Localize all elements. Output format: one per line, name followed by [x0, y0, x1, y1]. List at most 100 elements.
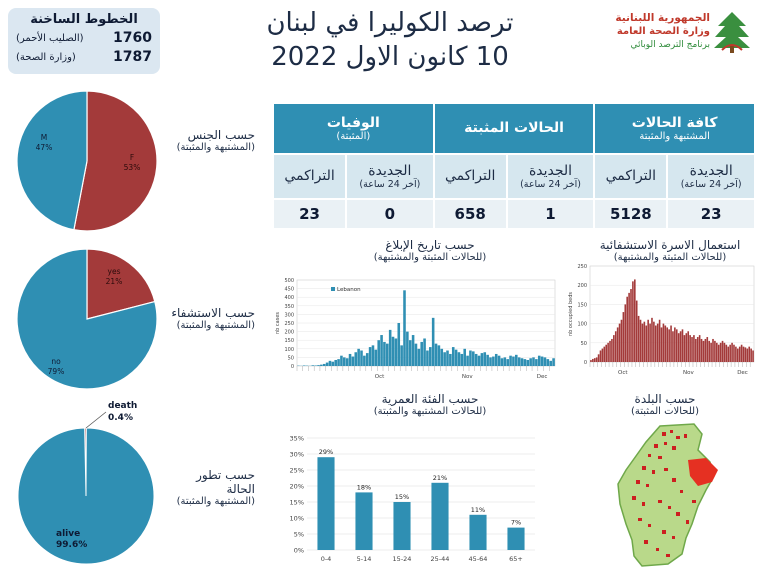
bar-age-25-44 — [431, 482, 449, 550]
pie-label-alive-pct: 99.6% — [56, 540, 87, 550]
epicurve-chart: 0 50 100 150 200 250 300 350 400 450 500 nb cases Oc… — [275, 278, 556, 380]
bar — [683, 335, 686, 362]
bar — [492, 356, 495, 366]
bar — [363, 355, 366, 366]
cumulative-label: التراكمي — [284, 168, 335, 185]
bar — [693, 335, 695, 362]
bar — [605, 344, 608, 362]
map-case-dots — [632, 430, 696, 557]
bar — [691, 337, 693, 362]
bar — [348, 353, 352, 366]
bar — [687, 331, 690, 362]
header-deaths: الوفيات (المثبتة) — [272, 102, 435, 155]
bar — [543, 357, 547, 366]
bar — [500, 358, 504, 366]
col-all-cum: التراكمي — [593, 152, 669, 200]
map-hotspot-bekaa-north — [688, 458, 718, 486]
logo-line-republic: الجمهورية اللبنانية — [615, 12, 710, 24]
bar — [371, 345, 375, 366]
legend-label: Lebanon — [337, 287, 361, 293]
col-death-new: الجديدة (آخر 24 ساعة) — [345, 152, 435, 200]
bar — [611, 338, 613, 362]
bar — [708, 340, 710, 362]
value-all-new: 23 — [666, 197, 756, 230]
y-tick-label: 450 — [284, 287, 294, 293]
pie-slice-no — [16, 248, 158, 390]
bar — [736, 348, 739, 362]
bar — [322, 363, 326, 366]
new-label: الجديدة — [368, 162, 412, 179]
y-tick-label: 250 — [284, 321, 294, 327]
map-title: حسب البلدة (للحالات المثبتة) — [600, 392, 730, 417]
value-confirmed-cumulative: 658 — [432, 197, 508, 230]
bar — [431, 317, 435, 366]
bar — [670, 325, 672, 362]
y-tick-label: 150 — [577, 302, 587, 308]
bar — [716, 342, 718, 362]
pie-sex-title: حسب الجنس — [187, 128, 255, 142]
y-tick-label: 150 — [284, 338, 294, 344]
y-tick-label: 100 — [284, 347, 294, 353]
bar — [380, 335, 383, 366]
bar-age-5-14 — [355, 492, 373, 550]
bar — [729, 344, 731, 362]
bar — [331, 361, 335, 366]
pie-label-alive: alive — [56, 529, 80, 539]
bar — [647, 319, 649, 362]
bar — [595, 357, 598, 362]
bar — [645, 325, 648, 362]
x-month-label: Oct — [375, 374, 385, 380]
y-tick-label: 35% — [290, 435, 304, 443]
pie-slice-alive — [17, 427, 155, 565]
value-deaths-cumulative: 23 — [271, 197, 348, 230]
stats-table: كافة الحالات المشتبهة والمثبتة الحالات ا… — [271, 102, 756, 230]
value-all-cumulative: 5128 — [593, 197, 669, 230]
bar — [643, 321, 646, 362]
bar — [624, 304, 627, 362]
page-title: ترصد الكوليرا في لبنان — [266, 8, 514, 38]
bar — [391, 336, 395, 366]
bar — [597, 354, 600, 362]
bar — [733, 344, 735, 362]
bar — [628, 292, 630, 362]
bar — [662, 323, 665, 362]
bar — [343, 357, 346, 366]
hotline-box: الخطوط الساخنة 1760 (الصليب الأحمر) 1787… — [8, 8, 160, 74]
bar — [706, 337, 709, 362]
bar — [374, 349, 378, 366]
all-cases-title: كافة الحالات — [631, 114, 718, 131]
bar — [666, 327, 669, 362]
pie-label-no: no — [51, 357, 61, 366]
y-tick-label: 50 — [581, 341, 587, 347]
bar — [340, 355, 343, 366]
y-tick-label: 0 — [584, 360, 587, 366]
pie-outcome-title: حسب تطور الحالة — [196, 468, 255, 496]
bar — [357, 348, 360, 366]
bar — [532, 357, 535, 366]
bar — [365, 353, 369, 366]
bar — [311, 365, 315, 366]
pie-label-death: death — [108, 401, 137, 411]
all-cases-subtitle: المشتبهة والمثبتة — [639, 130, 710, 142]
y-tick-label: 20% — [290, 483, 304, 491]
y-tick-label: 250 — [577, 264, 587, 270]
bar — [477, 355, 481, 366]
x-tick-label: 45-64 — [469, 555, 488, 563]
bar — [738, 346, 741, 362]
y-tick-label: 100 — [577, 322, 587, 328]
pie-hosp-subtitle: (المشتبهة والمثبتة) — [176, 320, 255, 331]
bar — [712, 338, 714, 362]
bar — [489, 357, 492, 366]
new-label: الجديدة — [689, 162, 733, 179]
pie-chart-sex: F53% M47% — [16, 90, 158, 232]
bar — [546, 359, 550, 366]
bar — [635, 300, 638, 362]
y-axis-label: nb cases — [275, 312, 281, 334]
bar — [725, 344, 728, 362]
bar — [727, 346, 730, 362]
cedar-icon — [714, 12, 750, 53]
bar — [746, 348, 749, 362]
bar — [620, 319, 623, 362]
bar — [434, 343, 438, 366]
